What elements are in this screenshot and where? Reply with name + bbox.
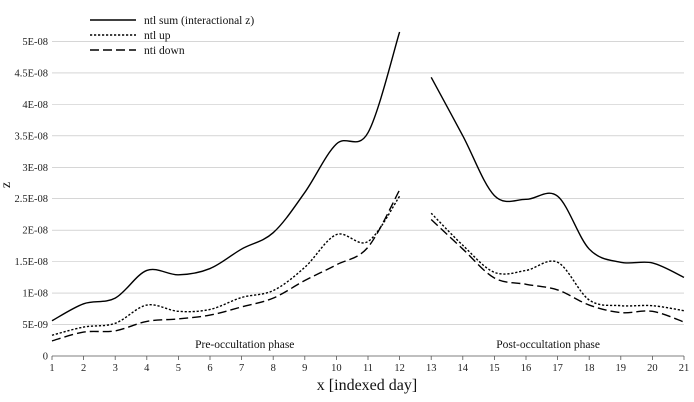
phase-annotation: Post-occultation phase [496, 339, 600, 351]
x-tick-label: 10 [331, 363, 342, 374]
x-tick-label: 3 [113, 363, 118, 374]
x-tick-label: 14 [458, 363, 469, 374]
y-tick-label: 4E-08 [22, 100, 48, 111]
legend-label-ntl-sum: ntl sum (interactional z) [144, 15, 254, 27]
x-tick-label: 15 [489, 363, 500, 374]
y-tick-label: 1.5E-08 [14, 257, 48, 268]
y-tick-label: 3.5E-08 [14, 131, 48, 142]
y-tick-label: 2E-08 [22, 226, 48, 237]
gridlines [52, 41, 684, 325]
series-line-nti-down-post [430, 218, 685, 323]
x-tick-label: 1 [49, 363, 54, 374]
x-tick-label: 8 [271, 363, 276, 374]
axes: 0 5E-09 1E-08 1.5E-08 2E-08 2.5E-08 3E-08 3.5E-… [14, 37, 689, 374]
x-tick-label: 19 [616, 363, 627, 374]
phase-annotation: Pre-occultation phase [195, 339, 294, 351]
x-axis-label: x [indexed day] [317, 377, 417, 394]
x-tick-label: 2 [81, 363, 86, 374]
y-tick-label: 5E-09 [22, 320, 48, 331]
y-tick-label: 2.5E-08 [14, 194, 48, 205]
series-line-nti-down-pre [51, 189, 401, 342]
series-line-ntl-up-pre [51, 195, 401, 336]
x-tick-label: 13 [426, 363, 437, 374]
series-line-ntl-up-post [430, 212, 685, 312]
y-axis-label: z [0, 182, 14, 188]
x-tick-label: 12 [394, 363, 405, 374]
x-tick-label: 7 [239, 363, 244, 374]
legend-label-nti-down: nti down [144, 45, 185, 57]
annotations: Pre-occultation phase Post-occultation ph… [195, 339, 600, 351]
y-tick-label: 1E-08 [22, 289, 48, 300]
x-tick-label: 11 [363, 363, 373, 374]
x-tick-label: 5 [176, 363, 181, 374]
y-tick-label: 0 [43, 352, 48, 363]
series-lines [51, 31, 685, 342]
x-tick-label: 18 [584, 363, 595, 374]
x-tick-label: 20 [647, 363, 658, 374]
legend: ntl sum (interactional z) ntl up nti dow… [90, 15, 254, 57]
y-tick-label: 3E-08 [22, 163, 48, 174]
x-tick-label: 9 [302, 363, 307, 374]
y-tick-label: 4.5E-08 [14, 68, 48, 79]
x-tick-label: 16 [521, 363, 532, 374]
series-line-ntl-sum-post [430, 76, 685, 278]
x-tick-label: 21 [679, 363, 690, 374]
x-tick-label: 6 [207, 363, 212, 374]
x-tick-label: 4 [144, 363, 150, 374]
x-tick-label: 17 [552, 363, 563, 374]
y-tick-label: 5E-08 [22, 37, 48, 48]
legend-label-ntl-up: ntl up [144, 30, 171, 42]
series-line-ntl-sum-pre [51, 31, 401, 322]
